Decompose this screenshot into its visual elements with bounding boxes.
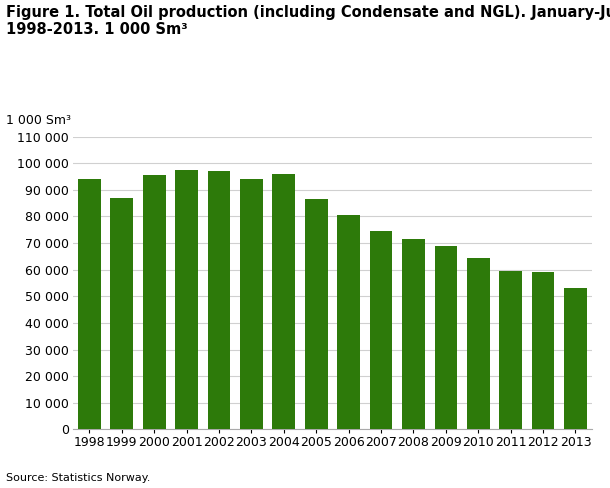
Bar bbox=[532, 272, 554, 429]
Bar bbox=[305, 199, 328, 429]
Text: Source: Statistics Norway.: Source: Statistics Norway. bbox=[6, 473, 151, 483]
Bar bbox=[207, 171, 231, 429]
Bar bbox=[337, 215, 360, 429]
Text: Figure 1. Total Oil production (including Condensate and NGL). January-June.
199: Figure 1. Total Oil production (includin… bbox=[6, 5, 610, 37]
Bar bbox=[110, 198, 133, 429]
Bar bbox=[500, 271, 522, 429]
Text: 1 000 Sm³: 1 000 Sm³ bbox=[6, 114, 71, 127]
Bar bbox=[78, 179, 101, 429]
Bar bbox=[175, 170, 198, 429]
Bar bbox=[273, 174, 295, 429]
Bar bbox=[564, 288, 587, 429]
Bar bbox=[402, 239, 425, 429]
Bar bbox=[370, 231, 392, 429]
Bar bbox=[467, 258, 490, 429]
Bar bbox=[240, 179, 263, 429]
Bar bbox=[143, 175, 165, 429]
Bar bbox=[434, 246, 458, 429]
